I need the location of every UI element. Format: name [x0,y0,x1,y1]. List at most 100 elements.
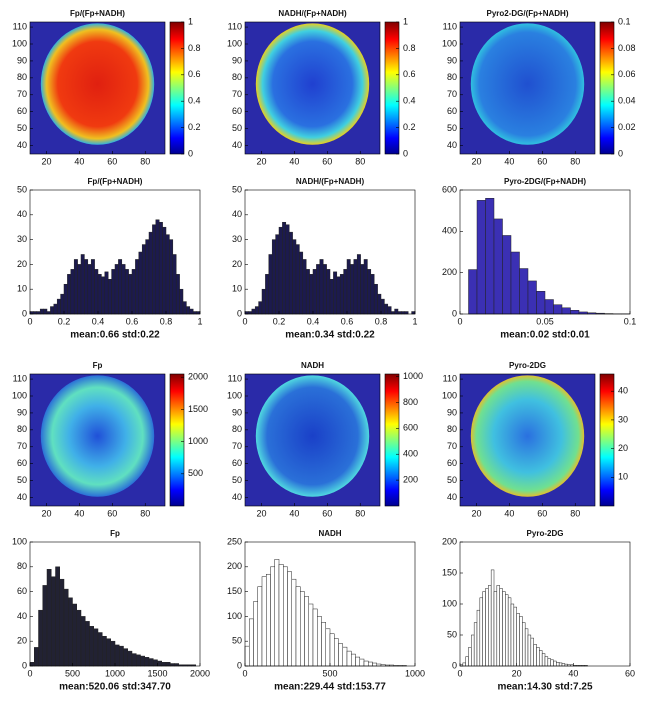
bar [74,259,77,314]
bar [503,592,506,666]
x-tick-label: 0 [457,668,462,678]
y-tick-label: 110 [443,21,457,31]
y-tick-label: 200 [442,267,457,277]
x-tick-label: 20 [256,508,266,518]
y-tick-label: 60 [17,106,27,116]
bar [313,609,317,666]
y-tick-label: 100 [12,38,27,48]
y-tick-label: 70 [232,89,242,99]
bar [292,579,296,666]
x-tick-label: 20 [256,156,266,166]
bar [371,274,374,314]
colorbar-tick-label: 0.2 [403,122,416,132]
bar [337,277,340,314]
bar [548,659,551,666]
bar [91,259,94,314]
bar [67,274,70,314]
bar [118,259,121,314]
image-tissue [471,23,584,144]
y-tick-label: 90 [232,55,242,65]
x-tick-label: 0 [457,316,462,326]
bar [254,602,258,666]
bar [488,585,491,666]
y-tick-label: 110 [228,373,242,383]
y-tick-label: 200 [227,561,242,571]
bar [323,264,326,314]
colorbar-tick-label: 0.2 [188,122,201,132]
bar [269,254,272,314]
colorbar-tick-label: 0.04 [618,96,636,106]
colorbar-tick-label: 600 [403,423,418,433]
bar [163,227,166,314]
y-tick-label: 40 [447,140,457,150]
colorbar-tick-label: 30 [618,414,628,424]
y-tick-label: 40 [232,209,242,219]
bar [60,579,64,666]
bar [469,270,478,314]
colorbar-tick-label: 0.4 [403,96,416,106]
bar [33,312,36,314]
bar [132,269,135,314]
y-tick-label: 0 [237,660,242,670]
bar [139,252,142,314]
bar [81,616,85,666]
y-tick-label: 40 [17,611,27,621]
bar [537,291,546,314]
bar [494,219,503,314]
bar [159,222,162,314]
bar [156,220,159,314]
bar [146,240,149,314]
y-tick-label: 70 [17,89,27,99]
y-tick-label: 90 [17,55,27,65]
bar [571,310,580,314]
bar [357,254,360,314]
x-tick-label: 40 [74,156,84,166]
x-tick-label: 60 [625,668,635,678]
bar [50,307,53,314]
bar [317,616,321,666]
bar [339,644,343,666]
panel-title: Pyro-2DG [527,529,564,538]
bar [57,299,60,314]
y-tick-label: 40 [17,492,27,502]
y-tick-label: 100 [442,390,457,400]
y-tick-label: 10 [232,284,242,294]
colorbar [170,374,184,506]
bar [517,613,520,666]
colorbar-tick-label: 1 [403,16,408,26]
bar [90,626,94,666]
colorbar [600,374,614,506]
bar [61,294,64,314]
stats-caption: mean:520.06 std:347.70 [59,682,171,693]
bar [112,269,115,314]
bar [166,662,170,666]
bar [94,629,98,666]
bar [271,567,275,666]
x-tick-label: 500 [65,668,80,678]
panel-title: Fp [93,361,103,370]
y-tick-label: 50 [447,629,457,639]
y-tick-label: 80 [232,72,242,82]
colorbar-tick-label: 0.4 [188,96,201,106]
y-tick-label: 80 [447,424,457,434]
y-tick-label: 100 [442,598,457,608]
x-tick-label: 60 [322,156,332,166]
bar [463,663,466,666]
bar [95,269,98,314]
bar [333,272,336,314]
x-tick-label: 40 [504,508,514,518]
colorbar-tick-label: 0 [403,148,408,158]
bar [500,589,503,667]
colorbar-tick-label: 20 [618,443,628,453]
x-tick-label: 1000 [105,668,125,678]
y-tick-label: 90 [447,407,457,417]
y-tick-label: 80 [17,72,27,82]
x-tick-label: 20 [471,156,481,166]
bar [545,657,548,666]
image-tissue [256,375,369,496]
bar [300,592,304,666]
bar [364,259,367,314]
bar [356,657,360,666]
y-tick-label: 60 [447,106,457,116]
bar [124,649,128,666]
